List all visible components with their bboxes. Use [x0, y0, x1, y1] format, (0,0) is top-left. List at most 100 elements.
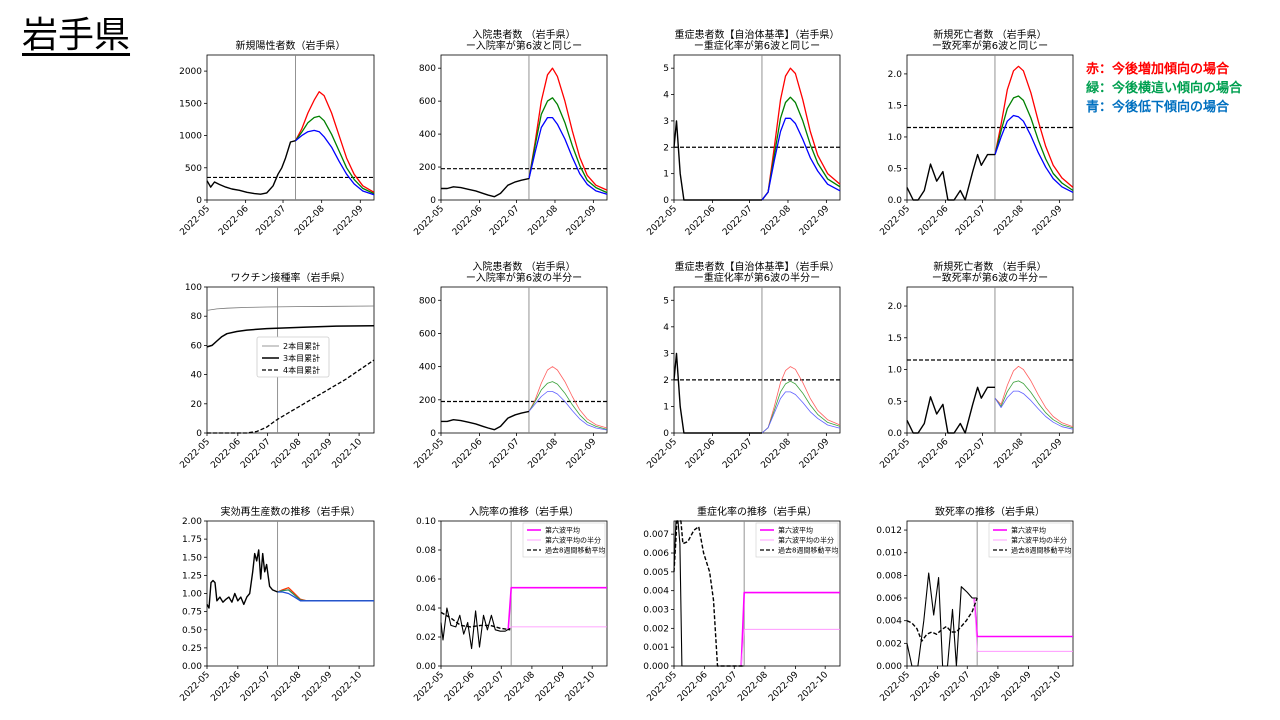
- plot-frame: [673, 520, 841, 667]
- x-tick-label: 2022-06: [917, 437, 951, 471]
- y-tick-label: 1.0: [888, 133, 903, 143]
- forecast-red-line: [277, 587, 374, 602]
- y-tick-label: 60: [191, 341, 203, 351]
- plot-frame: [906, 520, 1074, 667]
- plot-frame: [440, 54, 608, 201]
- plot-frame: [206, 520, 375, 667]
- y-tick-label: 1000: [179, 132, 202, 142]
- x-tick-label: 2022-05: [412, 437, 446, 471]
- series-dashed-line: [207, 359, 375, 434]
- y-tick-label: 0.25: [182, 644, 202, 654]
- x-tick-label: 2022-08: [293, 204, 327, 238]
- actual-line: [441, 177, 530, 198]
- moving-avg-line: [673, 520, 745, 667]
- x-tick-label: 2022-10: [331, 670, 365, 704]
- x-tick-label: 2022-10: [331, 437, 365, 471]
- x-tick-label: 2022-08: [969, 670, 1003, 704]
- y-tick-label: 1.5: [888, 334, 902, 344]
- chart-title: 新規死亡者数 （岩手県）: [933, 28, 1046, 41]
- x-tick-label: 2022-05: [645, 670, 679, 704]
- y-tick-label: 0.00: [182, 662, 202, 672]
- y-tick-label: 0.5: [888, 397, 902, 407]
- x-tick-label: 2022-06: [443, 670, 477, 704]
- forecast-red-line: [761, 366, 841, 434]
- x-tick-label: 2022-09: [301, 670, 335, 704]
- scenario-legend: 赤：今後増加傾向の場合 緑：今後横這い傾向の場合 青：今後低下傾向の場合: [1086, 60, 1242, 117]
- actual-line: [673, 352, 762, 434]
- y-tick-label: 1.0: [888, 366, 903, 376]
- x-tick-label: 2022-06: [217, 204, 251, 238]
- forecast-green-line: [994, 380, 1074, 429]
- chart-title: 入院患者数 （岩手県）: [472, 260, 575, 273]
- y-tick-label: 3: [663, 117, 669, 127]
- y-tick-label: 0.06: [416, 575, 436, 585]
- legend-label: 第六波平均: [778, 526, 813, 535]
- chart-c4: 新規死亡者数 （岩手県）ー致死率が第6波と同じー 0.0 0.5 1.0 1.5 2.0 2…: [878, 28, 1074, 238]
- legend-label: 第六波平均の半分: [778, 536, 834, 545]
- actual-line: [906, 386, 995, 434]
- y-tick-label: 0.002: [876, 639, 902, 649]
- plot-frame: [673, 54, 841, 201]
- series-solid-line: [206, 324, 375, 348]
- x-tick-label: 2022-05: [178, 670, 212, 704]
- y-tick-label: 2: [663, 376, 669, 386]
- chart-c8: 新規死亡者数 （岩手県）ー致死率が第6波の半分ー 0.0 0.5 1.0 1.5 2.0 2…: [878, 260, 1074, 471]
- forecast-green-line: [528, 97, 608, 194]
- x-tick-label: 2022-09: [1031, 204, 1065, 238]
- x-tick-label: 2022-09: [798, 437, 832, 471]
- y-tick-label: 0.005: [643, 568, 669, 578]
- x-tick-label: 2022-09: [565, 437, 599, 471]
- chart-title: ー致死率が第6波と同じー: [932, 39, 1048, 52]
- forecast-green-line: [528, 381, 608, 430]
- y-tick-label: 3: [663, 349, 669, 359]
- x-tick-label: 2022-07: [488, 437, 522, 471]
- y-tick-label: 4: [663, 323, 669, 333]
- actual-rate-line: [906, 572, 978, 667]
- chart-title: 実効再生産数の推移（岩手県）: [221, 505, 361, 518]
- x-tick-label: 2022-09: [301, 437, 335, 471]
- chart-title: 重症患者数【自治体基準】（岩手県）: [675, 28, 840, 41]
- wave6-half-line: [740, 628, 840, 667]
- y-tick-label: 0.006: [876, 594, 902, 604]
- y-tick-label: 600: [419, 329, 436, 339]
- x-tick-label: 2022-07: [473, 670, 507, 704]
- legend-label: 過去8週間移動平均: [1011, 546, 1071, 555]
- y-tick-label: 80: [191, 312, 203, 322]
- chart-title: 重症患者数【自治体基準】（岩手県）: [675, 260, 840, 273]
- y-tick-label: 1: [663, 170, 669, 180]
- y-tick-label: 0.02: [416, 633, 436, 643]
- x-tick-label: 2022-07: [721, 437, 755, 471]
- x-tick-label: 2022-05: [178, 437, 212, 471]
- chart-title: ー入院率が第6波と同じー: [466, 39, 582, 52]
- chart-c3: 重症患者数【自治体基準】（岩手県）ー重症化率が第6波と同じー 0 1 2 3 4 5 2022…: [645, 28, 841, 238]
- chart-title: ー入院率が第6波の半分ー: [466, 271, 582, 284]
- x-tick-label: 2022-09: [332, 204, 366, 238]
- x-tick-label: 2022-05: [878, 204, 912, 238]
- y-tick-label: 2.0: [888, 70, 903, 80]
- legend-label: 第六波平均: [1011, 526, 1046, 535]
- y-tick-label: 0.0: [888, 196, 903, 206]
- y-tick-label: 800: [419, 296, 436, 306]
- y-tick-label: 0.0: [888, 429, 903, 439]
- chart-c2: 入院患者数 （岩手県）ー入院率が第6波と同じー 0 200 400 600 800 2022…: [412, 28, 608, 238]
- chart-title: ワクチン接種率（岩手県）: [231, 271, 351, 284]
- chart-title: 入院率の推移（岩手県）: [469, 505, 579, 518]
- y-tick-label: 2000: [179, 67, 202, 77]
- y-tick-label: 0: [430, 196, 436, 206]
- x-tick-label: 2022-08: [759, 437, 793, 471]
- y-tick-label: 0.004: [643, 587, 669, 597]
- plot-frame: [206, 54, 375, 201]
- moving-avg-line: [440, 611, 511, 631]
- y-tick-label: 0: [430, 429, 436, 439]
- x-tick-label: 2022-05: [878, 670, 912, 704]
- y-tick-label: 0.010: [876, 549, 902, 559]
- chart-title: ー重症化率が第6波と同じー: [694, 39, 820, 52]
- actual-line: [673, 120, 762, 201]
- legend-label: 4本目累計: [283, 365, 320, 375]
- x-tick-label: 2022-07: [721, 204, 755, 238]
- legend-box: [256, 336, 330, 378]
- y-tick-label: 2.0: [888, 302, 903, 312]
- y-tick-label: 0: [663, 196, 669, 206]
- x-tick-label: 2022-09: [798, 204, 832, 238]
